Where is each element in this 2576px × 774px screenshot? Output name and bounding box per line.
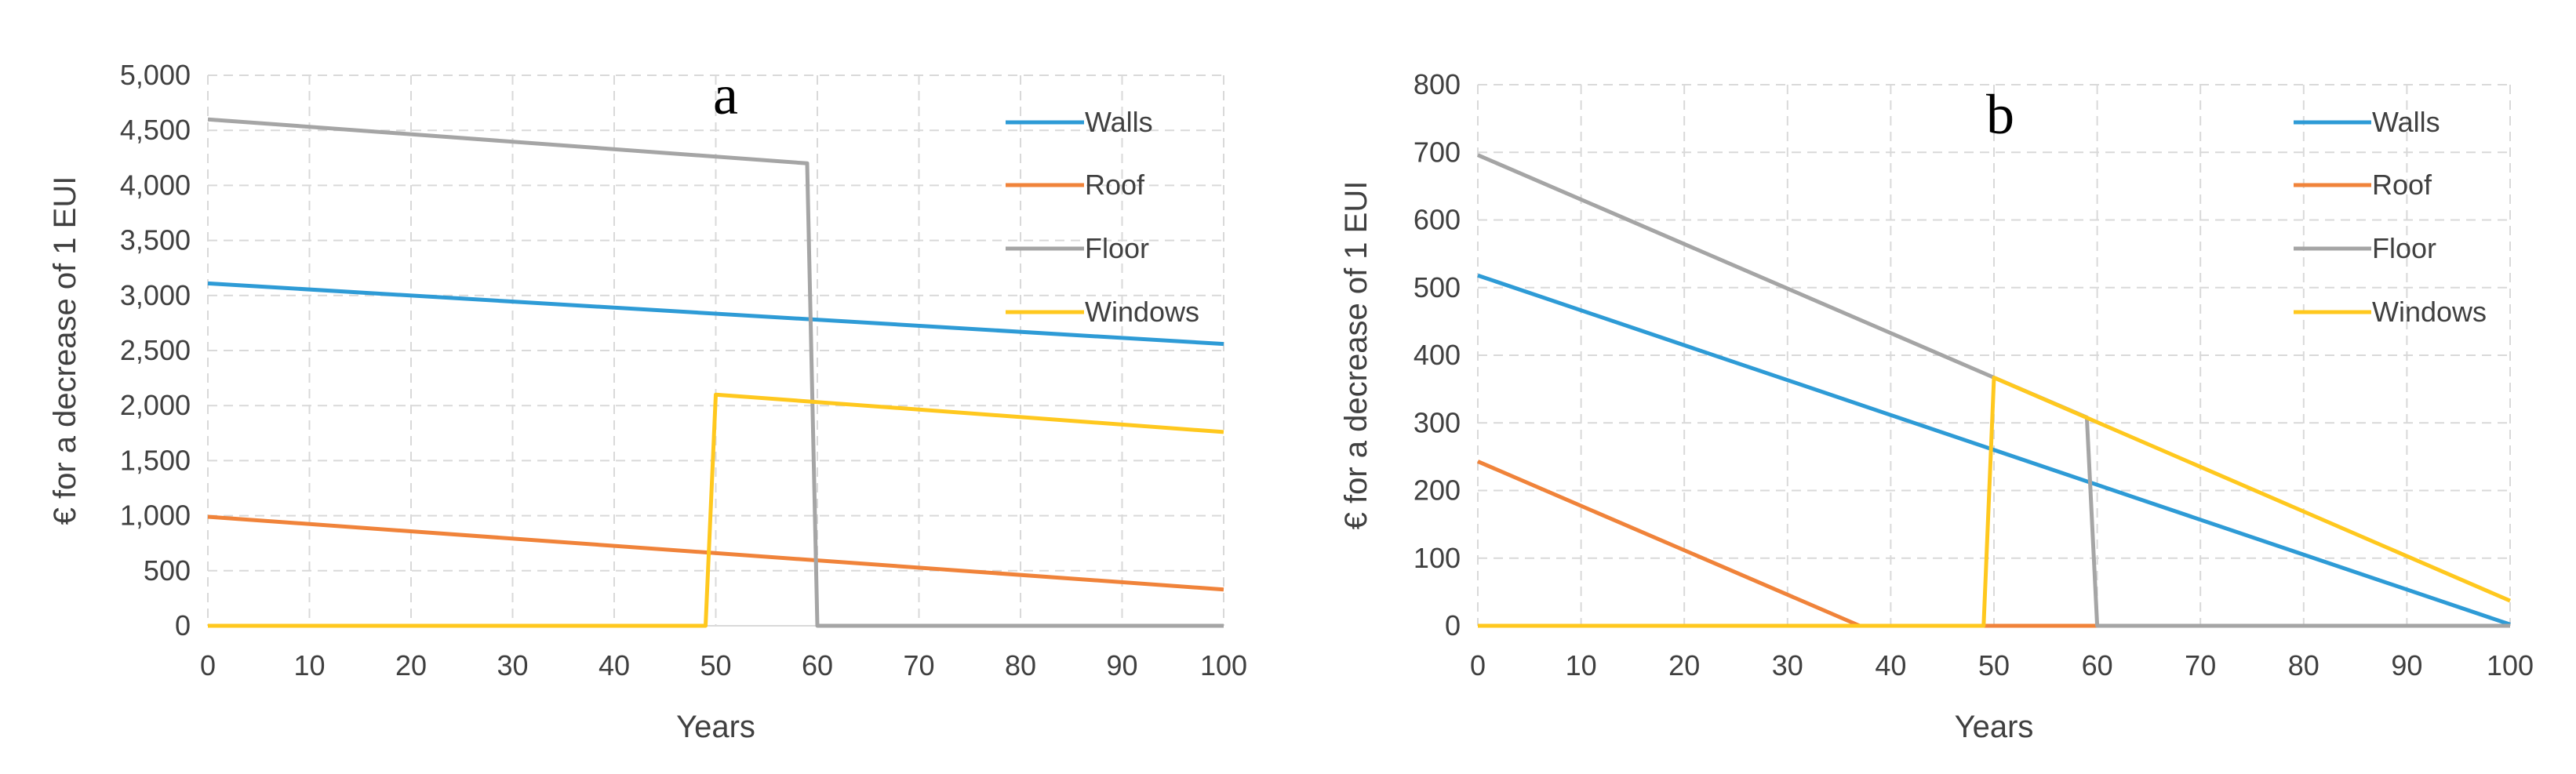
chart-b: 0 100 200 300 400 500 600 700 800 0 10 20 30 40 50 60 70… — [1339, 68, 2534, 744]
y-tick-label: 3,500 — [120, 224, 191, 256]
legend-label-roof: Roof — [2372, 169, 2432, 201]
y-tick-label: 800 — [1414, 68, 1461, 100]
series-line-windows — [208, 392, 1224, 628]
x-tick-label: 30 — [497, 649, 528, 681]
x-tick-label: 60 — [2082, 649, 2113, 681]
series-group — [207, 117, 1224, 628]
y-tick-label: 5,000 — [120, 59, 191, 91]
y-tick-label: 400 — [1414, 339, 1461, 371]
legend-label-roof: Roof — [1085, 169, 1145, 201]
x-tick-label: 30 — [1772, 649, 1803, 681]
y-tick-label: 2,000 — [120, 389, 191, 421]
x-tick-label: 90 — [2391, 649, 2422, 681]
legend-label-walls: Walls — [2372, 106, 2440, 138]
x-tick-label: 20 — [1668, 649, 1700, 681]
x-tick-label: 70 — [2185, 649, 2216, 681]
y-axis-title: € for a decrease of 1 EUI — [48, 176, 82, 525]
x-tick-label: 70 — [903, 649, 934, 681]
x-tick-label: 40 — [1875, 649, 1906, 681]
y-tick-label: 300 — [1414, 406, 1461, 438]
y-tick-label: 3,000 — [120, 279, 191, 311]
y-tick-label: 2,500 — [120, 334, 191, 366]
x-tick-label: 20 — [395, 649, 427, 681]
chart-a: 05001,0001,5002,0002,5003,0003,5004,0004… — [48, 59, 1247, 744]
series-line-walls — [1477, 273, 2511, 627]
legend-label-floor: Floor — [2372, 232, 2436, 264]
y-tick-label: 1,000 — [120, 500, 191, 532]
x-tick-label: 10 — [1566, 649, 1597, 681]
x-axis-title: Years — [1955, 710, 2034, 744]
series-line-windows — [1478, 376, 2511, 628]
panel-label: b — [1986, 83, 2014, 146]
gridlines — [1477, 84, 2511, 627]
series-line-walls — [207, 281, 1224, 347]
legend-label-windows: Windows — [1085, 296, 1199, 328]
y-tick-label: 0 — [1445, 609, 1461, 641]
y-tick-label: 200 — [1414, 474, 1461, 507]
y-axis-title: € for a decrease of 1 EUI — [1339, 181, 1374, 530]
x-tick-label: 50 — [1978, 649, 2010, 681]
y-tick-label: 4,000 — [120, 169, 191, 201]
x-tick-label: 10 — [293, 649, 325, 681]
x-tick-label: 50 — [700, 649, 731, 681]
y-tick-label: 500 — [1414, 271, 1461, 303]
legend-label-windows: Windows — [2372, 296, 2487, 328]
y-tick-label: 600 — [1414, 204, 1461, 236]
x-tick-label: 40 — [599, 649, 630, 681]
series-line-roof — [207, 514, 1224, 592]
x-tick-label: 100 — [2487, 649, 2534, 681]
x-tick-label: 90 — [1106, 649, 1137, 681]
legend: Walls Roof Floor Windows — [2294, 106, 2487, 328]
y-tick-label: 1,500 — [120, 444, 191, 476]
x-tick-label: 0 — [1470, 649, 1486, 681]
legend-label-walls: Walls — [1085, 106, 1153, 138]
x-tick-label: 80 — [1005, 649, 1036, 681]
x-axis-title: Years — [676, 710, 755, 744]
y-tick-label: 500 — [144, 554, 191, 587]
x-tick-label: 0 — [200, 649, 216, 681]
series-line-floor — [207, 117, 1224, 628]
y-tick-label: 700 — [1414, 136, 1461, 168]
panel-label: a — [713, 64, 738, 126]
x-tick-label: 100 — [1200, 649, 1247, 681]
y-tick-label: 0 — [175, 609, 191, 641]
legend: Walls Roof Floor Windows — [1006, 106, 1199, 328]
legend-label-floor: Floor — [1085, 232, 1149, 264]
series-group — [1477, 153, 2511, 628]
x-tick-label: 60 — [802, 649, 833, 681]
y-tick-label: 4,500 — [120, 114, 191, 146]
x-tick-label: 80 — [2288, 649, 2319, 681]
y-tick-label: 100 — [1414, 542, 1461, 574]
